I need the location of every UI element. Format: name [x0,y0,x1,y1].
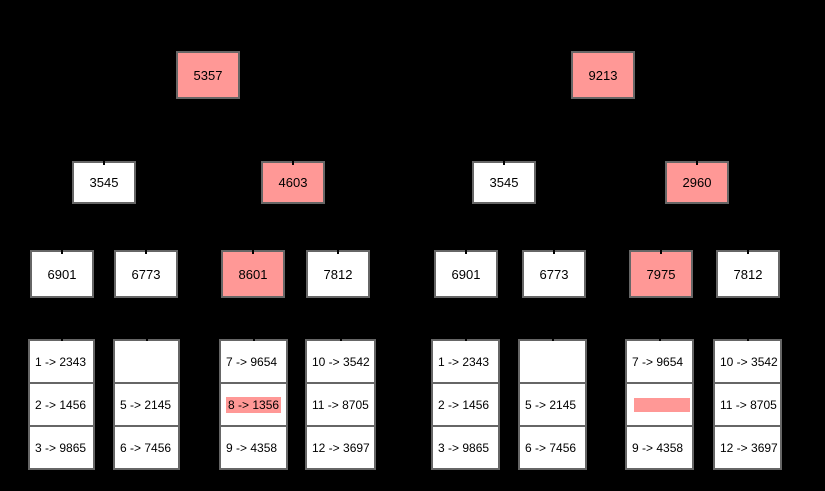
entry-text: 11 -> 8705 [720,397,777,412]
right-hash-node-3: 7975 [629,250,693,298]
right-hash-node-1: 6901 [434,250,498,298]
left-hash-node-2: 6773 [114,250,178,298]
table-cell: 7 -> 9654 [219,339,288,384]
table-cell: 7 -> 9654 [625,339,694,384]
left-leaf-table-1: 1 -> 2343 2 -> 1456 3 -> 9865 [28,337,95,470]
table-cell [518,339,587,384]
table-cell: 9 -> 4358 [219,425,288,470]
entry-text: 5 -> 2145 [120,397,172,412]
left-hash-node-3: 8601 [221,250,285,298]
left-leaf-table-3: 7 -> 9654 8 -> 1356 9 -> 4358 [219,337,288,470]
right-leaf-table-3: 7 -> 9654 9 -> 4358 [625,337,694,470]
entry-text: 3 -> 9865 [438,440,490,455]
table-cell: 1 -> 2343 [28,339,95,384]
right-hash-node-4: 7812 [716,250,780,298]
table-cell [113,339,180,384]
left-internal-node-1: 3545 [72,161,136,204]
entry-text: 9 -> 4358 [632,440,684,455]
entry-text: 3 -> 9865 [35,440,87,455]
table-cell: 3 -> 9865 [431,425,500,470]
table-cell: 10 -> 3542 [305,339,376,384]
table-cell: 5 -> 2145 [113,382,180,427]
table-cell: 12 -> 3697 [305,425,376,470]
entry-text: 2 -> 1456 [438,397,490,412]
table-cell: 2 -> 1456 [28,382,95,427]
table-cell: 5 -> 2145 [518,382,587,427]
entry-text: 6 -> 7456 [120,440,172,455]
left-internal-node-2: 4603 [261,161,325,204]
right-internal-node-2: 2960 [665,161,729,204]
table-cell: 11 -> 8705 [305,382,376,427]
table-cell: 6 -> 7456 [113,425,180,470]
entry-text: 7 -> 9654 [632,354,684,369]
deleted-entry-highlight [634,397,690,412]
entry-text: 1 -> 2343 [35,354,87,369]
right-leaf-table-2: 5 -> 2145 6 -> 7456 [518,337,587,470]
entry-text: 6 -> 7456 [525,440,577,455]
left-hash-node-4: 7812 [306,250,370,298]
right-leaf-table-4: 10 -> 3542 11 -> 8705 12 -> 3697 [713,337,782,470]
right-root-node: 9213 [571,51,635,99]
entry-text: 7 -> 9654 [226,354,278,369]
table-cell: 2 -> 1456 [431,382,500,427]
entry-text: 2 -> 1456 [35,397,87,412]
entry-text: 9 -> 4358 [226,440,278,455]
entry-text: 12 -> 3697 [720,440,778,455]
table-cell: 6 -> 7456 [518,425,587,470]
entry-text: 10 -> 3542 [312,354,370,369]
table-cell: 3 -> 9865 [28,425,95,470]
highlighted-entry: 8 -> 1356 [226,396,282,413]
table-cell: 10 -> 3542 [713,339,782,384]
table-cell: 9 -> 4358 [625,425,694,470]
left-hash-node-1: 6901 [30,250,94,298]
table-cell [625,382,694,427]
right-leaf-table-1: 1 -> 2343 2 -> 1456 3 -> 9865 [431,337,500,470]
right-hash-node-2: 6773 [522,250,586,298]
table-cell: 1 -> 2343 [431,339,500,384]
entry-text: 10 -> 3542 [720,354,778,369]
entry-text: 1 -> 2343 [438,354,490,369]
entry-text: 11 -> 8705 [312,397,369,412]
left-root-node: 5357 [176,51,240,99]
table-cell: 12 -> 3697 [713,425,782,470]
left-leaf-table-4: 10 -> 3542 11 -> 8705 12 -> 3697 [305,337,376,470]
entry-text: 12 -> 3697 [312,440,370,455]
left-leaf-table-2: 5 -> 2145 6 -> 7456 [113,337,180,470]
table-cell: 11 -> 8705 [713,382,782,427]
table-cell: 8 -> 1356 [219,382,288,427]
entry-text: 5 -> 2145 [525,397,577,412]
right-internal-node-1: 3545 [472,161,536,204]
